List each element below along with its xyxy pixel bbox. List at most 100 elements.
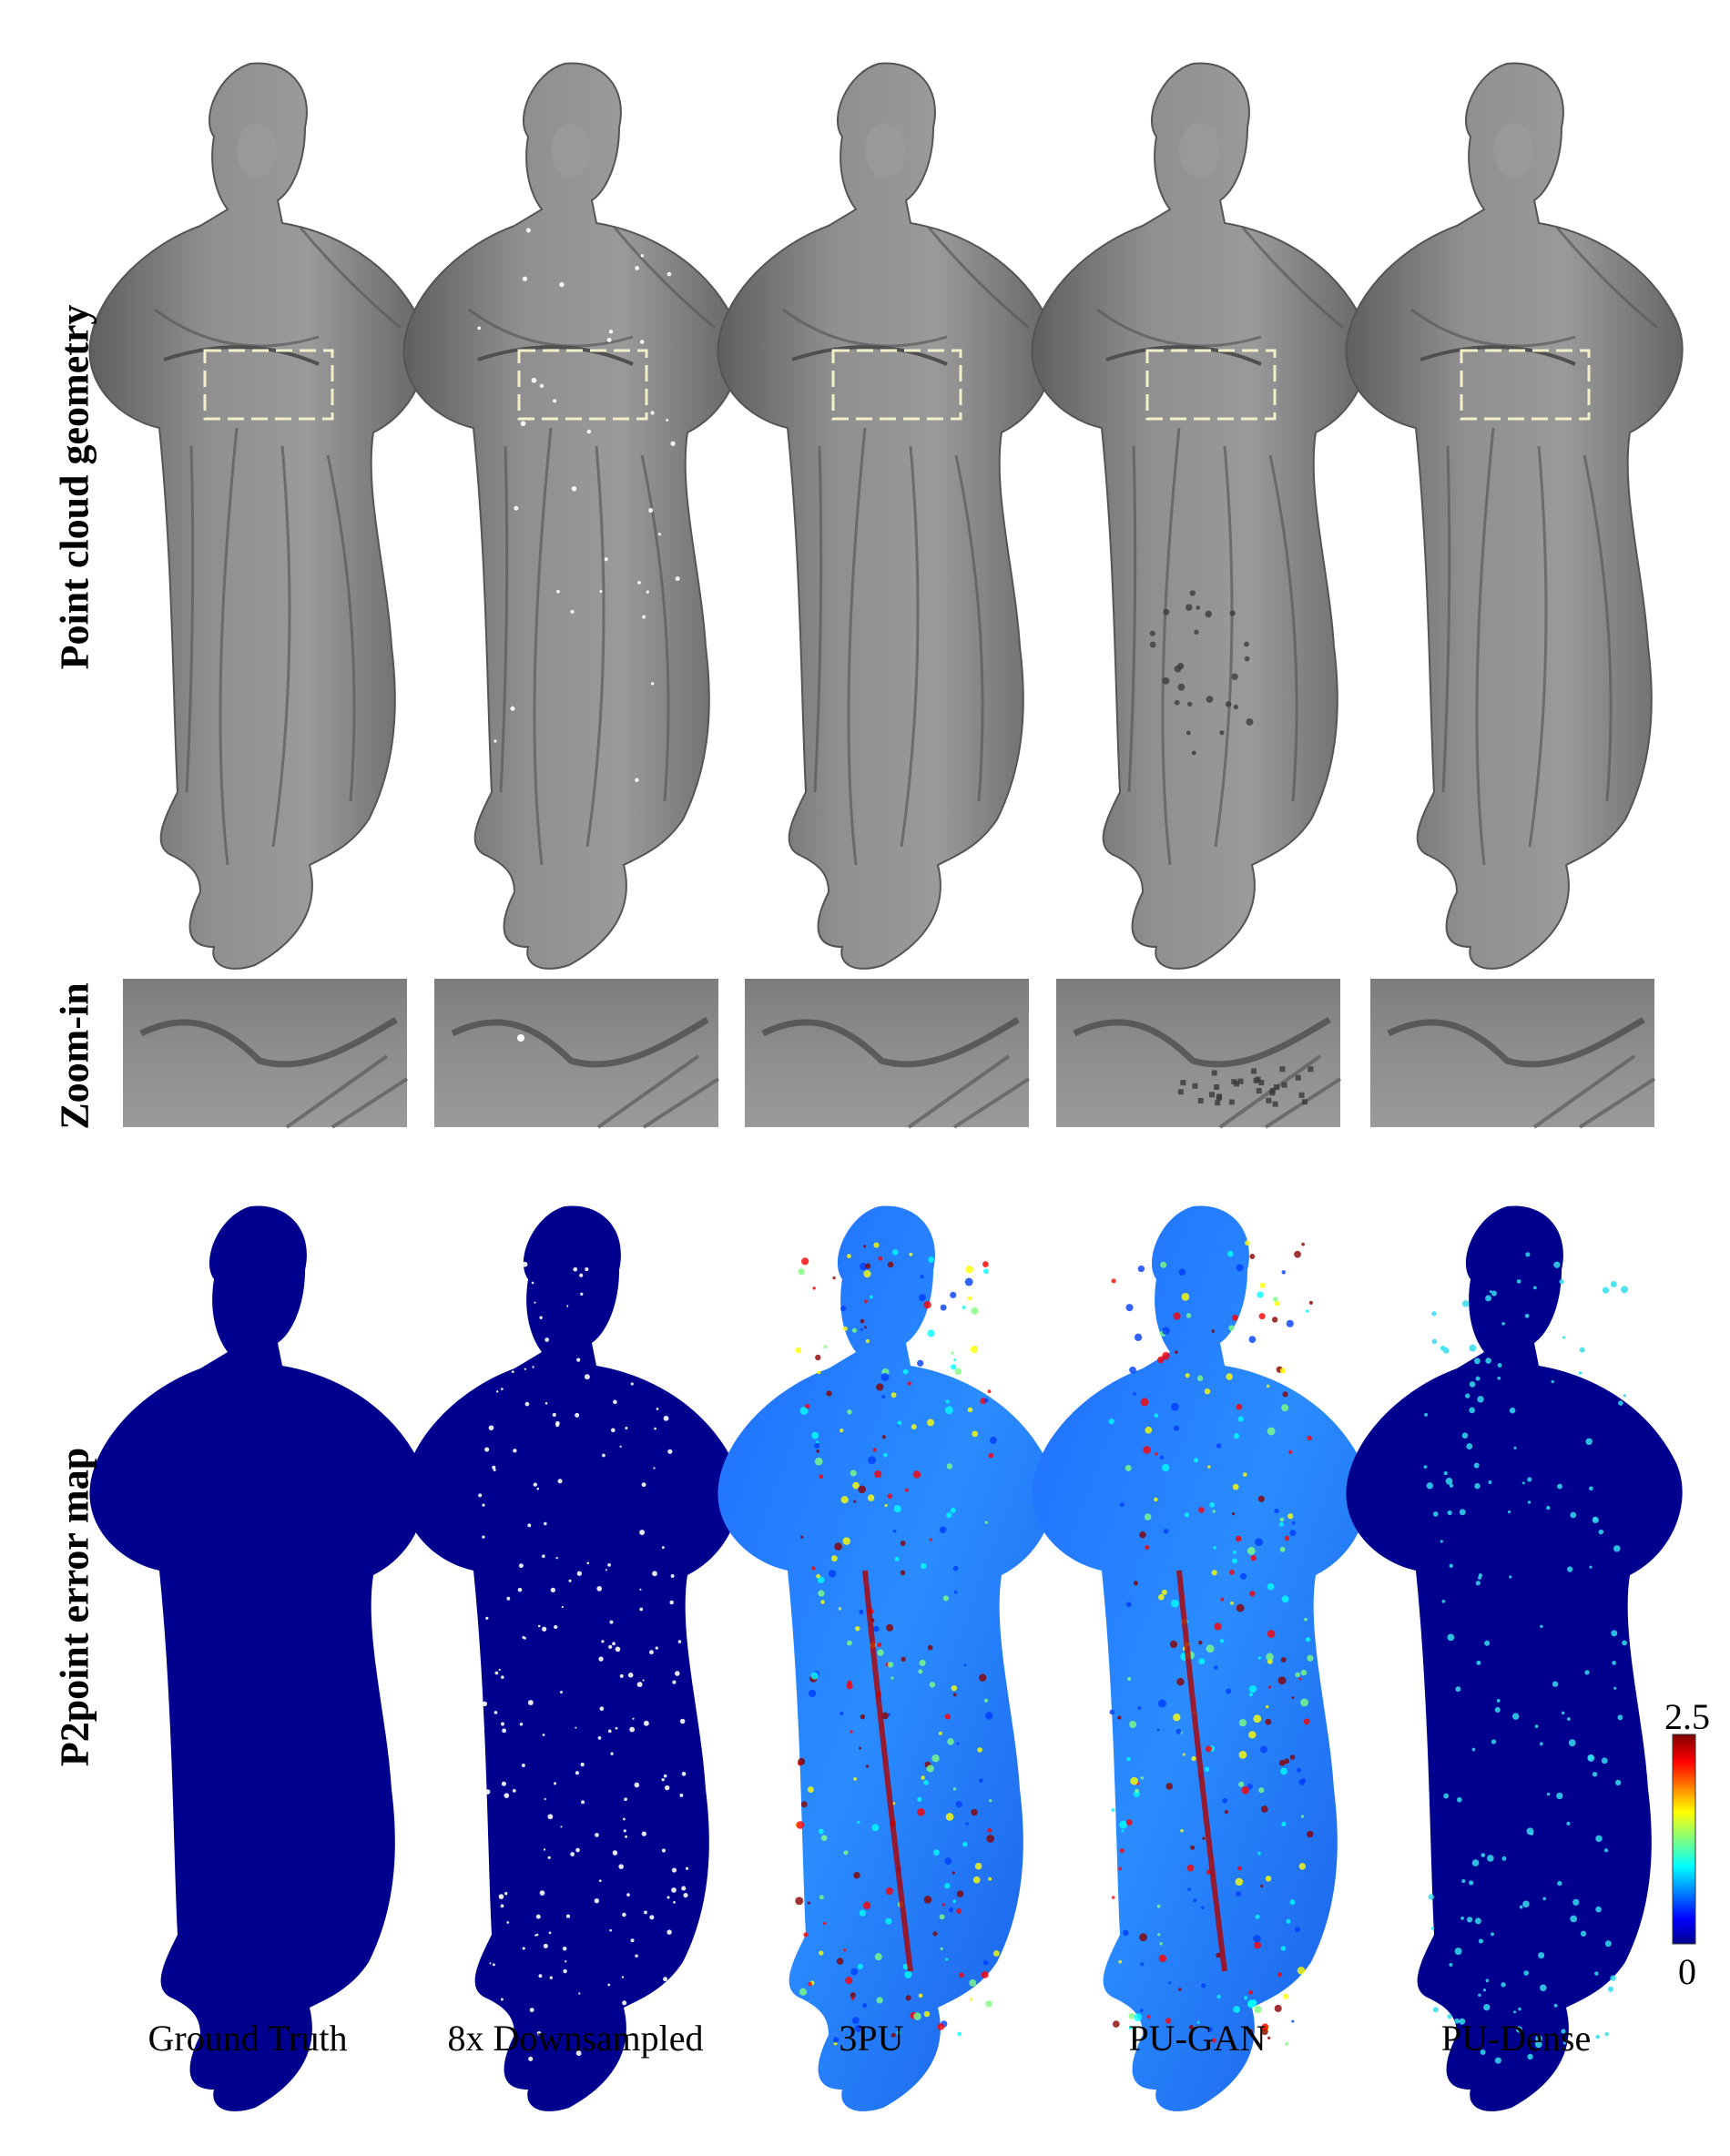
- error-point: [1286, 1918, 1291, 1924]
- error-point: [982, 1261, 989, 1267]
- error-point: [988, 1452, 994, 1459]
- error-point: [1603, 1848, 1609, 1853]
- zoom-artifact: [1274, 1084, 1280, 1091]
- error-point: [1491, 1739, 1497, 1744]
- error-point: [817, 1370, 821, 1375]
- error-point: [836, 1958, 844, 1965]
- statue-silhouette: [1031, 62, 1369, 970]
- missing-point: [615, 1646, 621, 1653]
- error-point: [795, 1347, 802, 1354]
- missing-point: [575, 2050, 582, 2057]
- statue-geometry-4: [1031, 62, 1369, 970]
- error-point: [1162, 1463, 1170, 1472]
- missing-point: [561, 1605, 564, 1609]
- missing-point: [483, 2027, 487, 2031]
- missing-point: [679, 1793, 684, 1797]
- error-point: [983, 1268, 989, 1275]
- missing-point: [638, 1255, 642, 1258]
- error-point: [1532, 1286, 1537, 1290]
- error-point: [967, 1407, 973, 1413]
- error-point: [1267, 1427, 1276, 1436]
- missing-point: [629, 1726, 636, 1733]
- error-point: [1303, 1718, 1310, 1725]
- sampling-hole: [640, 254, 645, 258]
- missing-point: [672, 1680, 677, 1684]
- error-point: [1257, 1656, 1261, 1660]
- sampling-hole: [675, 576, 680, 582]
- drapery-fold: [326, 454, 356, 802]
- error-point: [1267, 1685, 1272, 1689]
- error-point: [1235, 1877, 1244, 1886]
- missing-point: [492, 1963, 495, 1967]
- error-point: [885, 1886, 893, 1896]
- error-point: [1443, 1793, 1450, 1799]
- error-point: [1157, 1356, 1165, 1364]
- error-point: [1611, 1630, 1618, 1637]
- error-point: [1163, 1529, 1169, 1534]
- error-point: [1193, 1898, 1197, 1903]
- error-point: [871, 2029, 875, 2033]
- zoom-artifact: [1177, 1089, 1184, 1095]
- missing-point: [557, 1479, 563, 1484]
- error-point: [946, 1463, 953, 1470]
- error-point: [1220, 1597, 1225, 1602]
- missing-point: [618, 1864, 624, 1869]
- error-point: [1553, 1261, 1561, 1268]
- error-point: [818, 1828, 824, 1835]
- error-point: [1119, 1848, 1124, 1854]
- error-point: [1253, 1935, 1261, 1943]
- drapery-fold: [468, 308, 634, 348]
- error-point: [1604, 2031, 1610, 2037]
- sampling-hole: [651, 682, 655, 686]
- missing-point: [607, 1729, 612, 1734]
- error-point: [1259, 1282, 1266, 1288]
- error-point: [1156, 1728, 1160, 1732]
- error-point: [887, 1261, 894, 1268]
- sampling-hole: [494, 739, 497, 743]
- error-point: [1258, 1787, 1265, 1794]
- zoom-artifact: [1258, 1080, 1265, 1086]
- error-point: [1165, 1783, 1174, 1790]
- arm-contour: [1073, 1016, 1331, 1068]
- missing-point: [479, 1725, 485, 1731]
- error-point: [1126, 1756, 1131, 1762]
- error-point: [1426, 1482, 1433, 1490]
- outlier-point: [1231, 673, 1238, 680]
- error-point: [917, 1359, 924, 1367]
- error-point: [1144, 1513, 1152, 1520]
- missing-point: [529, 2008, 534, 2013]
- drapery-fold: [782, 308, 948, 348]
- error-point: [1447, 1633, 1455, 1642]
- missing-point: [652, 1571, 657, 1577]
- error-point: [873, 1625, 880, 1632]
- outlier-point: [1244, 656, 1250, 662]
- missing-point: [669, 1600, 674, 1605]
- drapery-fold: [499, 445, 509, 793]
- error-point: [1274, 2004, 1282, 2013]
- zoom-artifact: [1266, 1097, 1272, 1103]
- error-point: [1612, 1661, 1616, 1665]
- error-point: [1278, 1521, 1284, 1527]
- error-point: [1198, 1658, 1206, 1665]
- error-point: [1274, 1508, 1279, 1514]
- error-point: [931, 1754, 940, 1763]
- sampling-hole: [539, 383, 544, 389]
- error-point: [1175, 1728, 1182, 1734]
- error-point: [1459, 1509, 1466, 1516]
- error-point: [1305, 1309, 1309, 1313]
- missing-point: [562, 1946, 567, 1951]
- error-point: [1211, 1329, 1216, 1333]
- error-point: [1476, 1660, 1481, 1665]
- missing-point: [501, 1781, 506, 1786]
- outlier-point: [1162, 676, 1170, 685]
- outlier-point: [1189, 590, 1196, 596]
- error-point: [1589, 1565, 1593, 1569]
- missing-point: [566, 1305, 569, 1307]
- error-point: [1623, 1394, 1627, 1398]
- error-point: [1527, 1477, 1532, 1482]
- error-point: [1566, 1821, 1571, 1825]
- error-point: [1553, 2003, 1558, 2008]
- missing-point: [544, 1337, 550, 1342]
- outlier-point: [1233, 704, 1239, 710]
- error-point: [1443, 1471, 1448, 1476]
